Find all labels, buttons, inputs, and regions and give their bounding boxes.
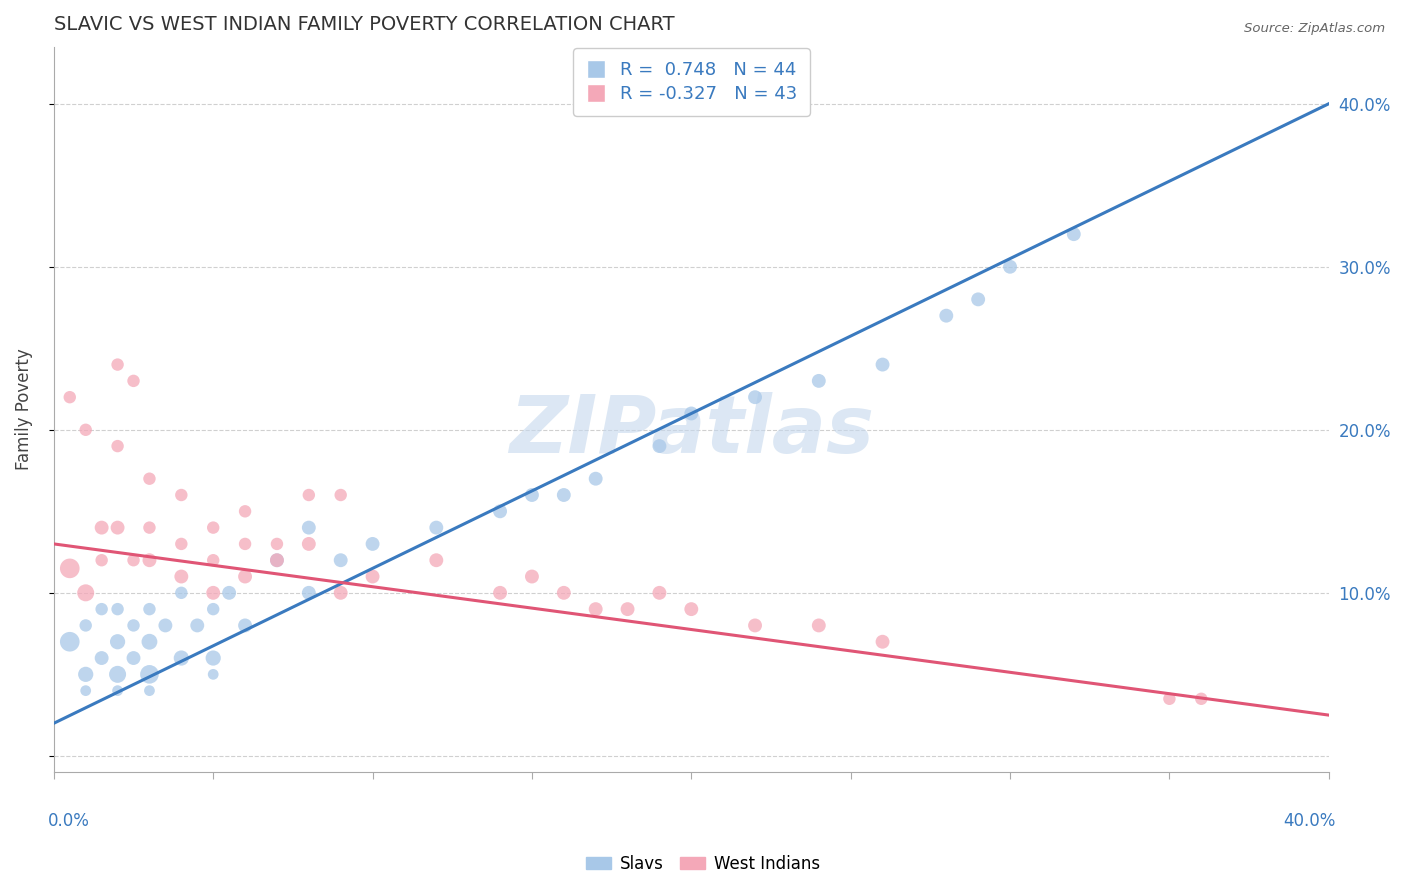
Point (138, 553, 160, 567)
Point (361, 537, 384, 551)
Point (1063, 227, 1085, 242)
Point (122, 374, 145, 388)
Point (170, 651, 193, 665)
Text: SLAVIC VS WEST INDIAN FAMILY POVERTY CORRELATION CHART: SLAVIC VS WEST INDIAN FAMILY POVERTY COR… (53, 15, 675, 34)
Point (155, 618, 177, 632)
Y-axis label: Family Poverty: Family Poverty (15, 349, 32, 470)
Point (107, 634, 129, 648)
Point (59, 634, 82, 648)
Point (75, 586, 97, 600)
Point (202, 553, 225, 567)
Point (202, 520, 225, 534)
Point (107, 683, 129, 698)
Point (266, 553, 288, 567)
Point (298, 537, 321, 551)
Point (298, 520, 321, 534)
Point (122, 651, 145, 665)
Point (90, 553, 112, 567)
Point (138, 520, 160, 534)
Point (59, 390, 82, 404)
Point (233, 569, 256, 583)
Point (935, 309, 957, 323)
Point (648, 439, 671, 453)
Point (744, 390, 766, 404)
Point (233, 504, 256, 518)
Point (998, 260, 1021, 274)
Point (233, 618, 256, 632)
Point (361, 569, 384, 583)
Point (425, 553, 447, 567)
Point (170, 537, 193, 551)
Point (807, 618, 830, 632)
Point (107, 358, 129, 372)
Point (75, 683, 97, 698)
Point (553, 488, 575, 502)
Point (138, 472, 160, 486)
Point (807, 374, 830, 388)
Point (872, 634, 894, 648)
Point (520, 569, 543, 583)
Point (107, 667, 129, 681)
Point (107, 602, 129, 616)
Point (75, 667, 97, 681)
Point (202, 651, 225, 665)
Point (298, 586, 321, 600)
Point (202, 667, 225, 681)
Point (489, 586, 512, 600)
Point (266, 537, 288, 551)
Point (90, 602, 112, 616)
Point (90, 651, 112, 665)
Point (329, 586, 352, 600)
Point (872, 358, 894, 372)
Point (329, 488, 352, 502)
Point (75, 618, 97, 632)
Point (218, 586, 240, 600)
Point (170, 569, 193, 583)
Point (186, 618, 208, 632)
Point (648, 586, 671, 600)
Point (138, 602, 160, 616)
Point (202, 602, 225, 616)
Point (553, 586, 575, 600)
Point (138, 667, 160, 681)
Point (329, 553, 352, 567)
Point (90, 520, 112, 534)
Point (744, 618, 766, 632)
Point (202, 586, 225, 600)
Text: 40.0%: 40.0% (1282, 812, 1336, 830)
Point (75, 423, 97, 437)
Text: ZIPatlas: ZIPatlas (509, 392, 873, 470)
Point (122, 553, 145, 567)
Point (170, 586, 193, 600)
Point (520, 488, 543, 502)
Point (107, 520, 129, 534)
Text: 0.0%: 0.0% (48, 812, 90, 830)
Point (1189, 691, 1212, 706)
Point (1159, 691, 1181, 706)
Point (170, 488, 193, 502)
Point (681, 602, 703, 616)
Point (298, 488, 321, 502)
Point (585, 472, 607, 486)
Point (107, 439, 129, 453)
Point (585, 602, 607, 616)
Point (233, 537, 256, 551)
Point (967, 293, 990, 307)
Legend: Slavs, West Indians: Slavs, West Indians (579, 848, 827, 880)
Point (616, 602, 638, 616)
Text: Source: ZipAtlas.com: Source: ZipAtlas.com (1244, 22, 1385, 36)
Point (489, 504, 512, 518)
Point (266, 553, 288, 567)
Point (59, 561, 82, 575)
Point (681, 407, 703, 421)
Point (122, 618, 145, 632)
Legend: R =  0.748   N = 44, R = -0.327   N = 43: R = 0.748 N = 44, R = -0.327 N = 43 (572, 48, 810, 116)
Point (425, 520, 447, 534)
Point (138, 683, 160, 698)
Point (138, 634, 160, 648)
